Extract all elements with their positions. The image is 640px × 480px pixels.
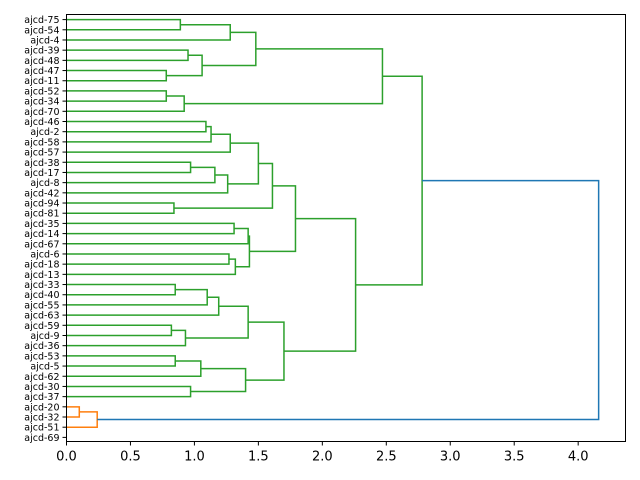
leaf-label: ajcd-14 <box>24 229 59 240</box>
dendrogram-link <box>185 305 249 339</box>
dendrogram-link <box>97 179 600 421</box>
leaf-label: ajcd-36 <box>24 341 59 352</box>
dendrogram-link <box>227 142 260 185</box>
x-tick-label: 4.0 <box>568 450 589 465</box>
dendrogram-link <box>66 166 216 184</box>
dendrogram-link <box>66 174 229 194</box>
leaf-label: ajcd-38 <box>24 158 59 169</box>
leaf-label: ajcd-4 <box>30 35 59 46</box>
x-tick-label: 3.0 <box>440 450 461 465</box>
y-axis-leaf-labels: ajcd-75ajcd-54ajcd-4ajcd-39ajcd-48ajcd-4… <box>24 15 67 444</box>
leaf-label: ajcd-13 <box>24 270 59 281</box>
leaf-label: ajcd-2 <box>30 127 59 138</box>
x-tick-label: 3.5 <box>504 450 525 465</box>
leaf-label: ajcd-69 <box>24 433 59 444</box>
leaf-label: ajcd-8 <box>30 178 59 189</box>
leaf-label: ajcd-42 <box>24 188 59 199</box>
leaf-label: ajcd-46 <box>24 117 59 128</box>
leaf-label: ajcd-63 <box>24 311 59 322</box>
leaf-label: ajcd-20 <box>24 402 59 413</box>
leaf-label: ajcd-9 <box>30 331 59 342</box>
dendrogram-link <box>66 227 249 245</box>
leaf-label: ajcd-94 <box>24 199 59 210</box>
leaf-label: ajcd-11 <box>24 76 59 87</box>
dendrogram-link <box>66 329 187 347</box>
x-tick-label: 1.5 <box>248 450 269 465</box>
x-tick-label: 2.0 <box>312 450 333 465</box>
leaf-label: ajcd-54 <box>24 25 59 36</box>
leaf-label: ajcd-81 <box>24 209 59 220</box>
dendrogram-link <box>235 235 251 268</box>
dendrogram-link <box>66 253 230 265</box>
dendrogram-link <box>66 95 185 113</box>
leaf-label: ajcd-34 <box>24 97 59 108</box>
dendrogram-link <box>66 161 192 174</box>
leaf-label: ajcd-62 <box>24 372 59 383</box>
leaf-label: ajcd-17 <box>24 168 59 179</box>
dendrogram-link <box>173 162 274 209</box>
dendrogram-link <box>66 222 235 235</box>
leaf-label: ajcd-33 <box>24 280 59 291</box>
dendrogram-links <box>66 18 600 428</box>
x-axis: 0.0 0.5 1.0 1.5 2.0 2.5 3.0 3.5 4.0 <box>56 441 589 465</box>
leaf-label: ajcd-51 <box>24 423 59 434</box>
x-tick-label: 2.5 <box>376 450 397 465</box>
leaf-label: ajcd-53 <box>24 351 59 362</box>
dendrogram-link <box>66 385 192 398</box>
dendrogram-link <box>66 288 208 306</box>
leaf-label: ajcd-18 <box>24 260 59 271</box>
leaf-label: ajcd-75 <box>24 15 59 26</box>
leaf-label: ajcd-57 <box>24 148 59 159</box>
dendrogram-link <box>202 31 257 67</box>
leaf-label: ajcd-39 <box>24 46 59 57</box>
leaf-label: ajcd-48 <box>24 56 59 67</box>
leaf-label: ajcd-6 <box>30 249 59 260</box>
leaf-label: ajcd-30 <box>24 382 59 393</box>
x-tick-label: 1.0 <box>184 450 205 465</box>
leaf-label: ajcd-59 <box>24 321 59 332</box>
leaf-label: ajcd-37 <box>24 392 59 403</box>
leaf-label: ajcd-70 <box>24 107 59 118</box>
dendrogram-link <box>66 258 237 276</box>
leaf-label: ajcd-52 <box>24 86 59 97</box>
dendrogram-link <box>66 324 173 337</box>
x-tick-label: 0.0 <box>56 450 77 465</box>
plot-frame <box>66 14 626 442</box>
leaf-label: ajcd-40 <box>24 290 59 301</box>
leaf-label: ajcd-32 <box>24 413 59 424</box>
x-tick-label: 0.5 <box>120 450 141 465</box>
leaf-label: ajcd-55 <box>24 300 59 311</box>
leaf-label: ajcd-47 <box>24 66 59 77</box>
dendrogram-link <box>66 411 98 428</box>
dendrogram-link <box>66 120 207 133</box>
leaf-label: ajcd-5 <box>30 362 59 373</box>
leaf-label: ajcd-58 <box>24 137 59 148</box>
leaf-label: ajcd-67 <box>24 239 59 250</box>
leaf-label: ajcd-35 <box>24 219 59 230</box>
